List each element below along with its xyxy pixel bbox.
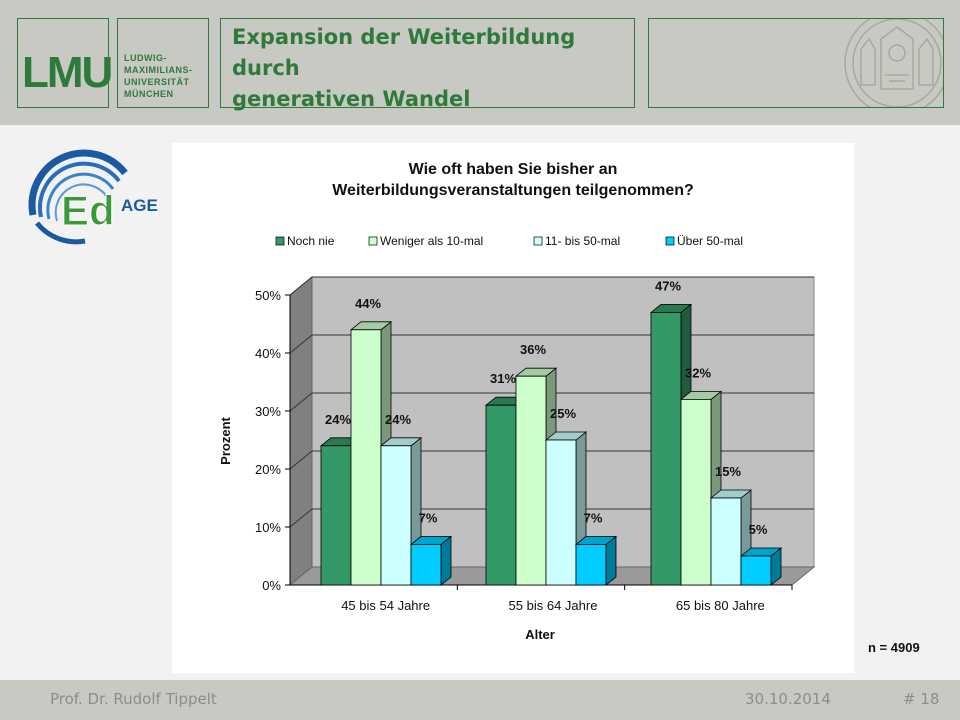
bar <box>320 445 352 586</box>
legend-swatch <box>533 236 543 246</box>
data-label: 15% <box>715 464 741 479</box>
data-label: 7% <box>584 510 603 525</box>
bar <box>410 543 442 586</box>
gridline <box>289 508 313 528</box>
data-label: 5% <box>749 522 768 537</box>
university-seal-icon <box>844 10 950 116</box>
bar <box>575 543 607 586</box>
data-label: 47% <box>655 278 681 293</box>
legend-label: Noch nie <box>287 234 335 248</box>
x-tick-label: 45 bis 54 Jahre <box>341 598 430 613</box>
x-tick-label: 55 bis 64 Jahre <box>509 598 598 613</box>
bar <box>740 555 772 586</box>
gridline <box>289 334 313 354</box>
data-label: 32% <box>685 365 711 380</box>
edage-logo: Ed AGE <box>28 149 158 245</box>
footer-author: Prof. Dr. Rudolf Tippelt <box>50 690 217 708</box>
data-label: 24% <box>385 412 411 427</box>
legend-swatch <box>368 236 378 246</box>
bar <box>545 439 577 586</box>
data-label: 25% <box>550 406 576 421</box>
bar <box>485 404 517 586</box>
chart-title-line2: Weiterbildungsveranstaltungen teilgenomm… <box>332 182 694 199</box>
chart-panel: Wie oft haben Sie bisher an Weiterbildung… <box>172 143 854 673</box>
seal-frame <box>648 10 950 116</box>
legend-label: Weniger als 10-mal <box>380 234 483 248</box>
edage-arcs-icon <box>28 149 128 245</box>
y-tick-label: 40% <box>255 346 281 361</box>
university-line: UNIVERSITÄT <box>124 77 190 87</box>
y-tick-label: 0% <box>262 578 281 593</box>
bar <box>650 311 682 586</box>
data-label: 36% <box>520 342 546 357</box>
gridline <box>289 392 313 412</box>
data-label: 24% <box>325 412 351 427</box>
chart-side-wall <box>289 275 313 587</box>
y-tick-label: 20% <box>255 462 281 477</box>
bar <box>515 375 547 586</box>
bar <box>380 445 412 586</box>
university-name: LUDWIG- MAXIMILIANS- UNIVERSITÄT MÜNCHEN <box>124 52 193 100</box>
gridline <box>289 450 313 470</box>
legend-label: Über 50-mal <box>677 234 743 248</box>
data-label: 44% <box>355 296 381 311</box>
bar <box>710 497 742 586</box>
x-tick-label: 65 bis 80 Jahre <box>676 598 765 613</box>
legend-swatch <box>665 236 675 246</box>
lmu-logo-frame <box>17 18 109 108</box>
gridline <box>289 276 313 296</box>
y-tick-label: 50% <box>255 288 281 303</box>
data-label: 31% <box>490 371 516 386</box>
footer-date: 30.10.2014 <box>745 690 831 708</box>
university-line: MAXIMILIANS- <box>124 65 193 75</box>
footer-slide-number: # 18 <box>903 690 940 708</box>
chart-title-line1: Wie oft haben Sie bisher an <box>409 161 618 178</box>
y-tick-label: 30% <box>255 404 281 419</box>
y-tick-label: 10% <box>255 520 281 535</box>
legend-swatch <box>275 236 285 246</box>
bar <box>350 329 382 586</box>
university-name-frame <box>117 18 209 108</box>
university-line: LUDWIG- <box>124 53 167 63</box>
slide-title-line1: Expansion der Weiterbildung durch <box>232 25 576 80</box>
title-frame <box>220 18 635 108</box>
bar-chart: Wie oft haben Sie bisher an Weiterbildung… <box>218 161 816 642</box>
bar <box>680 398 712 586</box>
footer-bar <box>0 680 960 720</box>
university-line: MÜNCHEN <box>124 89 174 99</box>
lmu-logo: LMU <box>22 48 113 97</box>
legend-label: 11- bis 50-mal <box>545 234 620 248</box>
y-axis-title: Prozent <box>218 416 233 464</box>
data-label: 7% <box>419 510 438 525</box>
edage-logo-ed: Ed <box>61 187 115 234</box>
header-bar <box>0 0 960 125</box>
slide-title: Expansion der Weiterbildung durch genera… <box>232 22 632 115</box>
sample-size-label: n = 4909 <box>868 640 920 655</box>
x-axis-title: Alter <box>525 627 555 642</box>
slide-title-line2: generativen Wandel <box>232 87 471 111</box>
edage-logo-age: AGE <box>121 196 158 215</box>
